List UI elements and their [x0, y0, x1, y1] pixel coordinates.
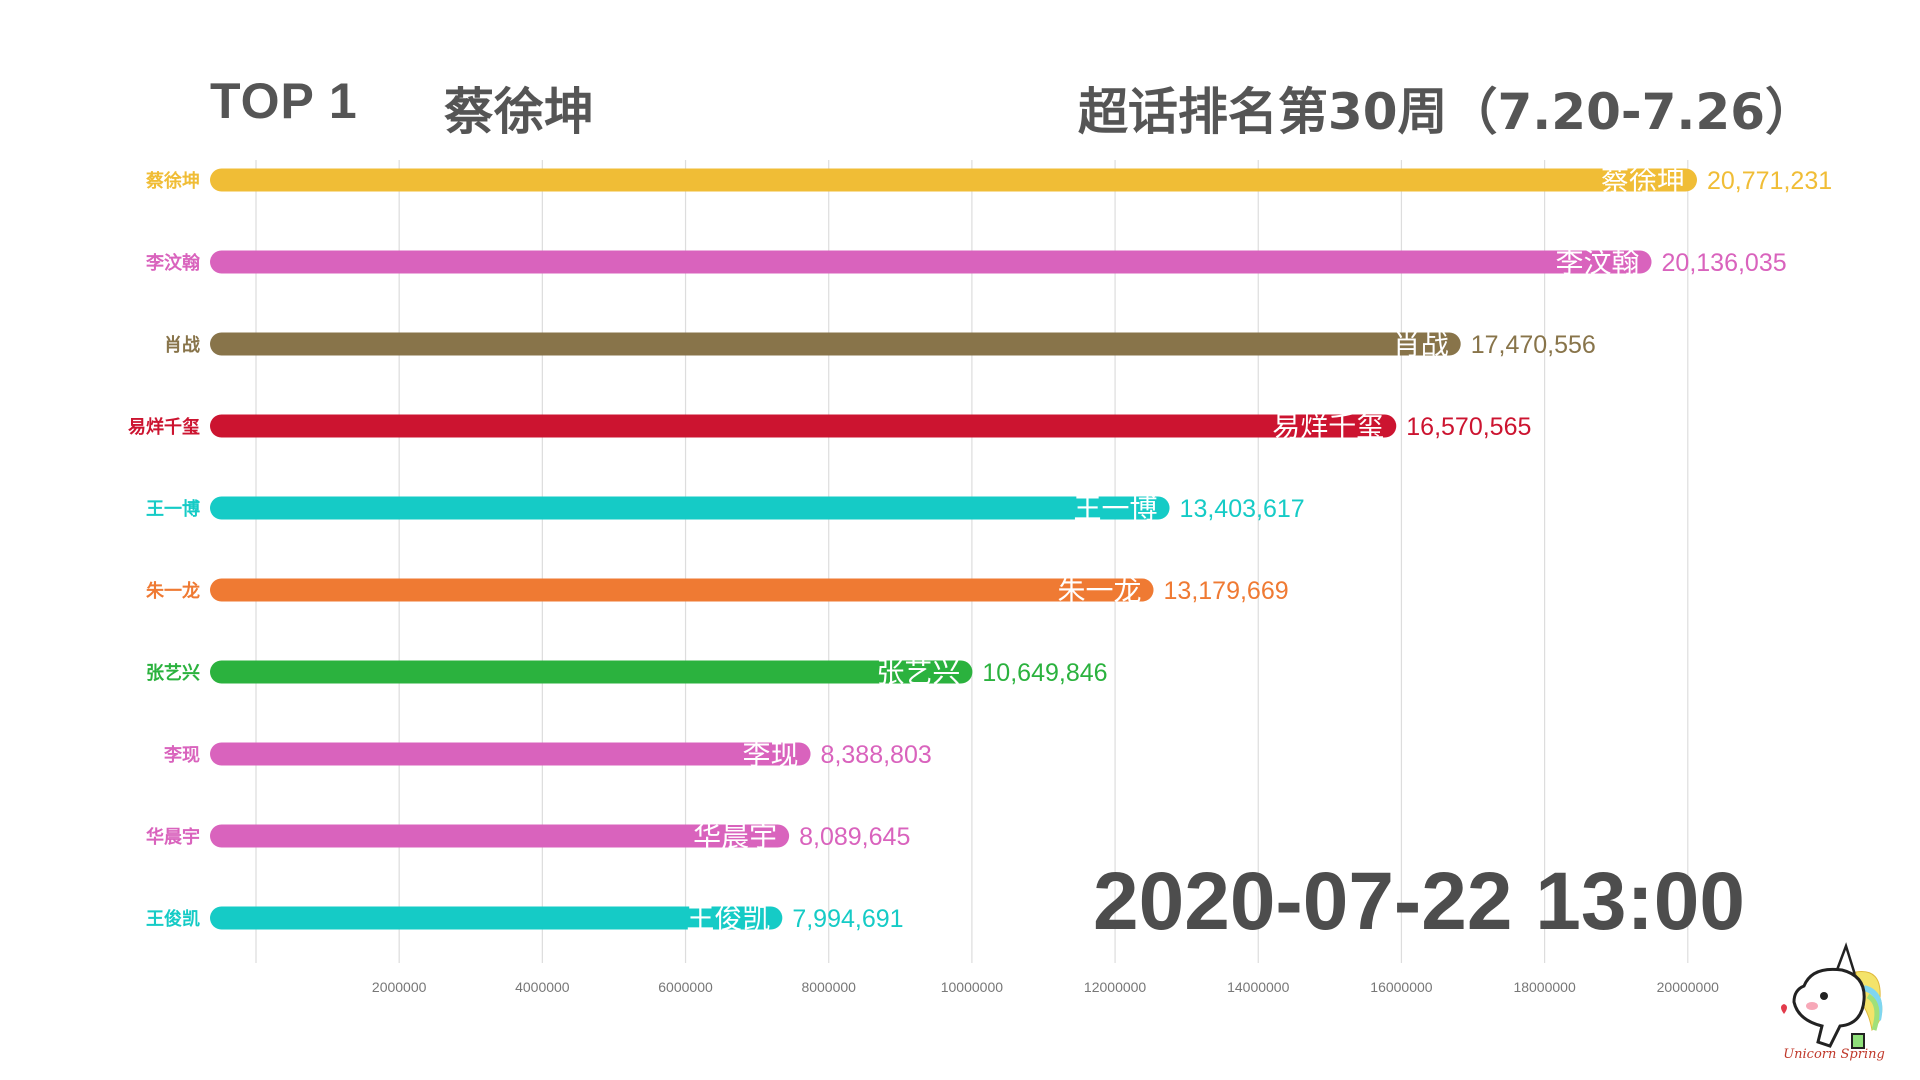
- bar-value-label: 10,649,846: [982, 659, 1107, 687]
- bar-name-label: 李现: [743, 738, 799, 771]
- bar-value-label: 8,388,803: [821, 741, 932, 769]
- bar-value-label: 13,179,669: [1164, 577, 1289, 605]
- bar-value-label: 8,089,645: [799, 823, 910, 851]
- bar-name-label: 王俊凯: [686, 902, 770, 935]
- x-tick-label: 6000000: [658, 979, 713, 995]
- category-label: 王一博: [146, 498, 200, 520]
- bar-name-label: 张艺兴: [876, 656, 960, 689]
- category-label: 李汶翰: [145, 252, 200, 274]
- x-tick-label: 12000000: [1084, 979, 1147, 995]
- bar: [210, 742, 811, 766]
- bar-value-label: 20,771,231: [1707, 167, 1832, 195]
- bar: [210, 824, 790, 848]
- bar-name-label: 王一博: [1074, 492, 1158, 525]
- bar: [210, 332, 1461, 356]
- top-rank-label: TOP 1: [210, 73, 358, 129]
- x-tick-label: 2000000: [372, 979, 427, 995]
- x-tick-label: 4000000: [515, 979, 570, 995]
- unicorn-logo: Unicorn Spring: [1781, 942, 1885, 1062]
- x-tick-label: 10000000: [941, 979, 1004, 995]
- bar-value-label: 7,994,691: [792, 905, 903, 933]
- bar: [210, 414, 1397, 438]
- bar-name-label: 华晨宇: [693, 820, 777, 853]
- x-tick-label: 20000000: [1657, 979, 1720, 995]
- bar-value-label: 13,403,617: [1180, 495, 1305, 523]
- category-label: 蔡徐坤: [145, 170, 200, 192]
- x-axis-ticks: 2000000 4000000 6000000 8000000 10000000 1200…: [372, 979, 1719, 995]
- bar-value-label: 17,470,556: [1471, 331, 1596, 359]
- bar-name-label: 蔡徐坤: [1601, 164, 1685, 197]
- bar-name-label: 李汶翰: [1556, 246, 1640, 279]
- bar-name-label: 易烊千玺: [1272, 410, 1384, 443]
- x-tick-label: 14000000: [1227, 979, 1290, 995]
- category-label: 华晨宇: [146, 826, 200, 848]
- bar-value-label: 16,570,565: [1406, 413, 1531, 441]
- x-tick-label: 8000000: [801, 979, 856, 995]
- bar: [210, 578, 1154, 602]
- bar-series: 蔡徐坤 蔡徐坤 20,771,231 李汶翰 李汶翰 20,136,035 肖战 肖战 17,4…: [128, 164, 1832, 935]
- category-label: 王俊凯: [146, 908, 200, 930]
- top-rank-name: 蔡徐坤: [444, 83, 594, 141]
- bar: [210, 168, 1697, 192]
- bar: [210, 660, 973, 684]
- bar: [210, 906, 783, 930]
- category-label: 肖战: [164, 334, 200, 356]
- chart-title: 超话排名第30周（7.20-7.26）: [1077, 83, 1815, 141]
- logo-text: Unicorn Spring: [1783, 1047, 1885, 1062]
- x-tick-label: 16000000: [1370, 979, 1433, 995]
- category-label: 李现: [163, 745, 200, 766]
- x-tick-label: 18000000: [1513, 979, 1576, 995]
- bar-value-label: 20,136,035: [1662, 249, 1787, 277]
- category-label: 朱一龙: [146, 580, 200, 602]
- category-label: 易烊千玺: [128, 416, 200, 438]
- category-label: 张艺兴: [146, 662, 200, 684]
- unicorn-icon: [1781, 942, 1883, 1049]
- bar: [210, 496, 1170, 520]
- timestamp-display: 2020-07-22 13:00: [1093, 856, 1745, 947]
- bar-name-label: 肖战: [1393, 328, 1449, 361]
- bar-name-label: 朱一龙: [1058, 574, 1142, 607]
- bar: [210, 250, 1652, 274]
